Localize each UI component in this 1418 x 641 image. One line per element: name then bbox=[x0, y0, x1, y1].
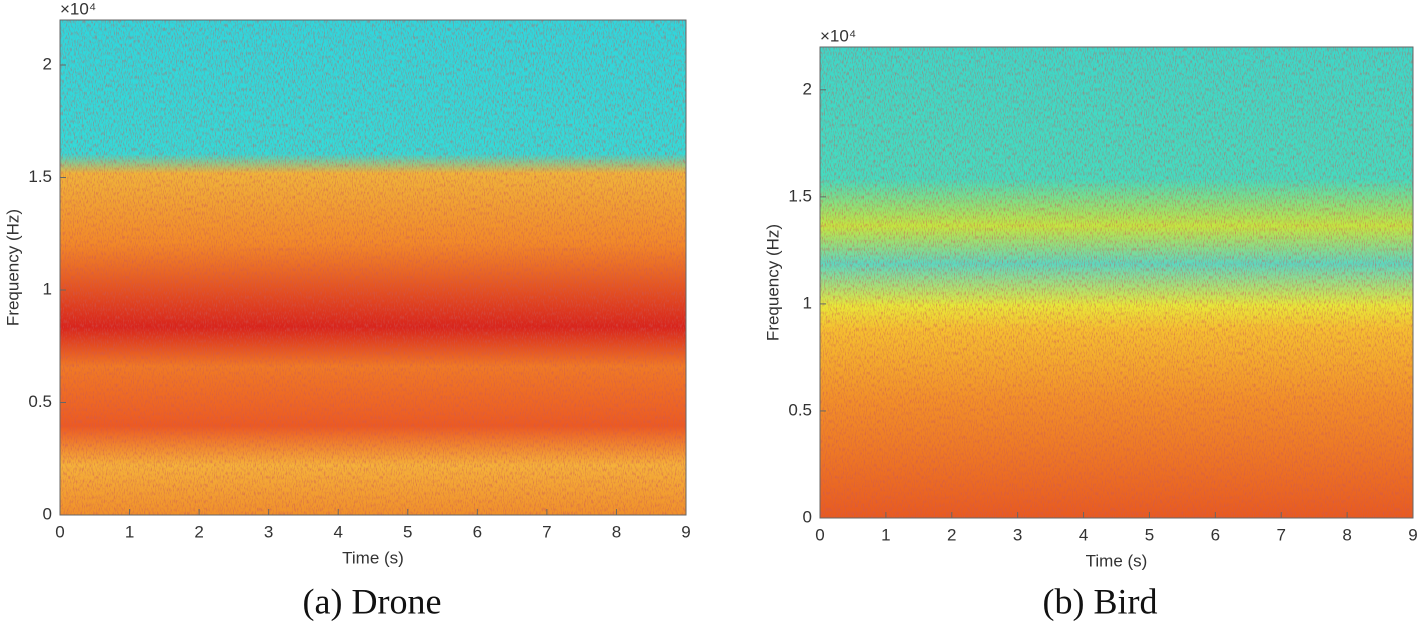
y-tick-label: 2 bbox=[43, 54, 52, 73]
y-tick-label: 1 bbox=[43, 279, 52, 298]
y-tick-label: 0 bbox=[43, 504, 52, 523]
x-tick-label: 1 bbox=[125, 522, 134, 541]
plot-frame bbox=[59, 19, 687, 516]
x-axis-label: Time (s) bbox=[1086, 551, 1148, 570]
x-tick-label: 3 bbox=[1013, 525, 1022, 544]
x-tick-label: 5 bbox=[403, 522, 412, 541]
x-tick-label: 4 bbox=[333, 522, 342, 541]
y-axis-label: Frequency (Hz) bbox=[3, 209, 22, 326]
x-tick-label: 4 bbox=[1079, 525, 1088, 544]
y-exponent-label: ×10⁴ bbox=[820, 26, 856, 45]
x-tick-label: 1 bbox=[881, 525, 890, 544]
caption: (b) Bird bbox=[1043, 581, 1158, 621]
x-tick-label: 3 bbox=[264, 522, 273, 541]
x-tick-label: 8 bbox=[612, 522, 621, 541]
y-tick-label: 1.5 bbox=[28, 167, 52, 186]
x-tick-label: 7 bbox=[542, 522, 551, 541]
y-tick-label: 0 bbox=[803, 507, 812, 526]
y-exponent-label: ×10⁴ bbox=[60, 0, 96, 18]
y-tick-label: 1 bbox=[803, 293, 812, 312]
x-tick-label: 6 bbox=[473, 522, 482, 541]
caption: (a) Drone bbox=[303, 581, 442, 621]
spectrogram-texture bbox=[60, 20, 686, 515]
x-tick-label: 5 bbox=[1145, 525, 1154, 544]
x-tick-label: 8 bbox=[1342, 525, 1351, 544]
y-tick-label: 0.5 bbox=[28, 392, 52, 411]
y-tick-label: 0.5 bbox=[788, 400, 812, 419]
x-tick-label: 0 bbox=[815, 525, 824, 544]
x-tick-label: 2 bbox=[947, 525, 956, 544]
x-tick-label: 9 bbox=[681, 522, 690, 541]
x-tick-label: 2 bbox=[194, 522, 203, 541]
x-tick-label: 6 bbox=[1211, 525, 1220, 544]
y-axis-label: Frequency (Hz) bbox=[763, 224, 782, 341]
x-tick-label: 0 bbox=[55, 522, 64, 541]
x-tick-label: 9 bbox=[1408, 525, 1417, 544]
plot-frame bbox=[819, 46, 1414, 519]
x-axis-label: Time (s) bbox=[342, 548, 404, 567]
y-tick-label: 1.5 bbox=[788, 186, 812, 205]
x-tick-label: 7 bbox=[1276, 525, 1285, 544]
y-tick-label: 2 bbox=[803, 79, 812, 98]
spectrogram-texture bbox=[820, 47, 1413, 518]
